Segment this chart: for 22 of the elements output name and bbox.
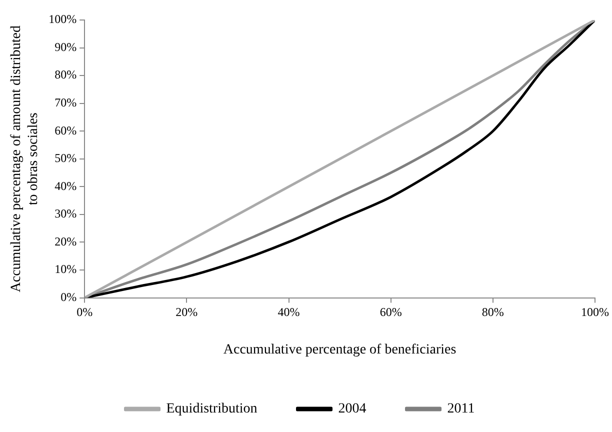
legend-label: Equidistribution (166, 402, 258, 417)
x-tick-label: 80% (482, 305, 504, 320)
x-tick-label: 20% (176, 305, 198, 320)
y-tick-label: 60% (54, 123, 77, 138)
y-tick-label: 40% (54, 178, 77, 193)
y-tick-label: 30% (54, 206, 77, 221)
x-tick-label: 0% (76, 305, 93, 320)
y-tick-label: 20% (54, 234, 77, 248)
y-tick-label: 100% (48, 12, 77, 26)
y-tick-label: 70% (54, 95, 77, 110)
x-tick-label: 40% (278, 305, 300, 320)
y-tick-label: 90% (54, 40, 77, 54)
y-tick-label: 80% (54, 68, 77, 82)
x-axis-title: Accumulative percentage of beneficiaries (223, 342, 456, 358)
y-tick-label: 0% (60, 290, 77, 304)
y-tick-label: 50% (54, 151, 77, 166)
legend-label: 2011 (447, 402, 475, 417)
y-axis-title: Accumulative percentage of amount distributed to obras sociales (9, 26, 41, 292)
y-tick-label: 10% (54, 262, 77, 276)
x-tick-label: 100% (581, 305, 609, 320)
x-tick-label: 60% (380, 305, 402, 320)
legend-label: 2004 (338, 402, 366, 417)
